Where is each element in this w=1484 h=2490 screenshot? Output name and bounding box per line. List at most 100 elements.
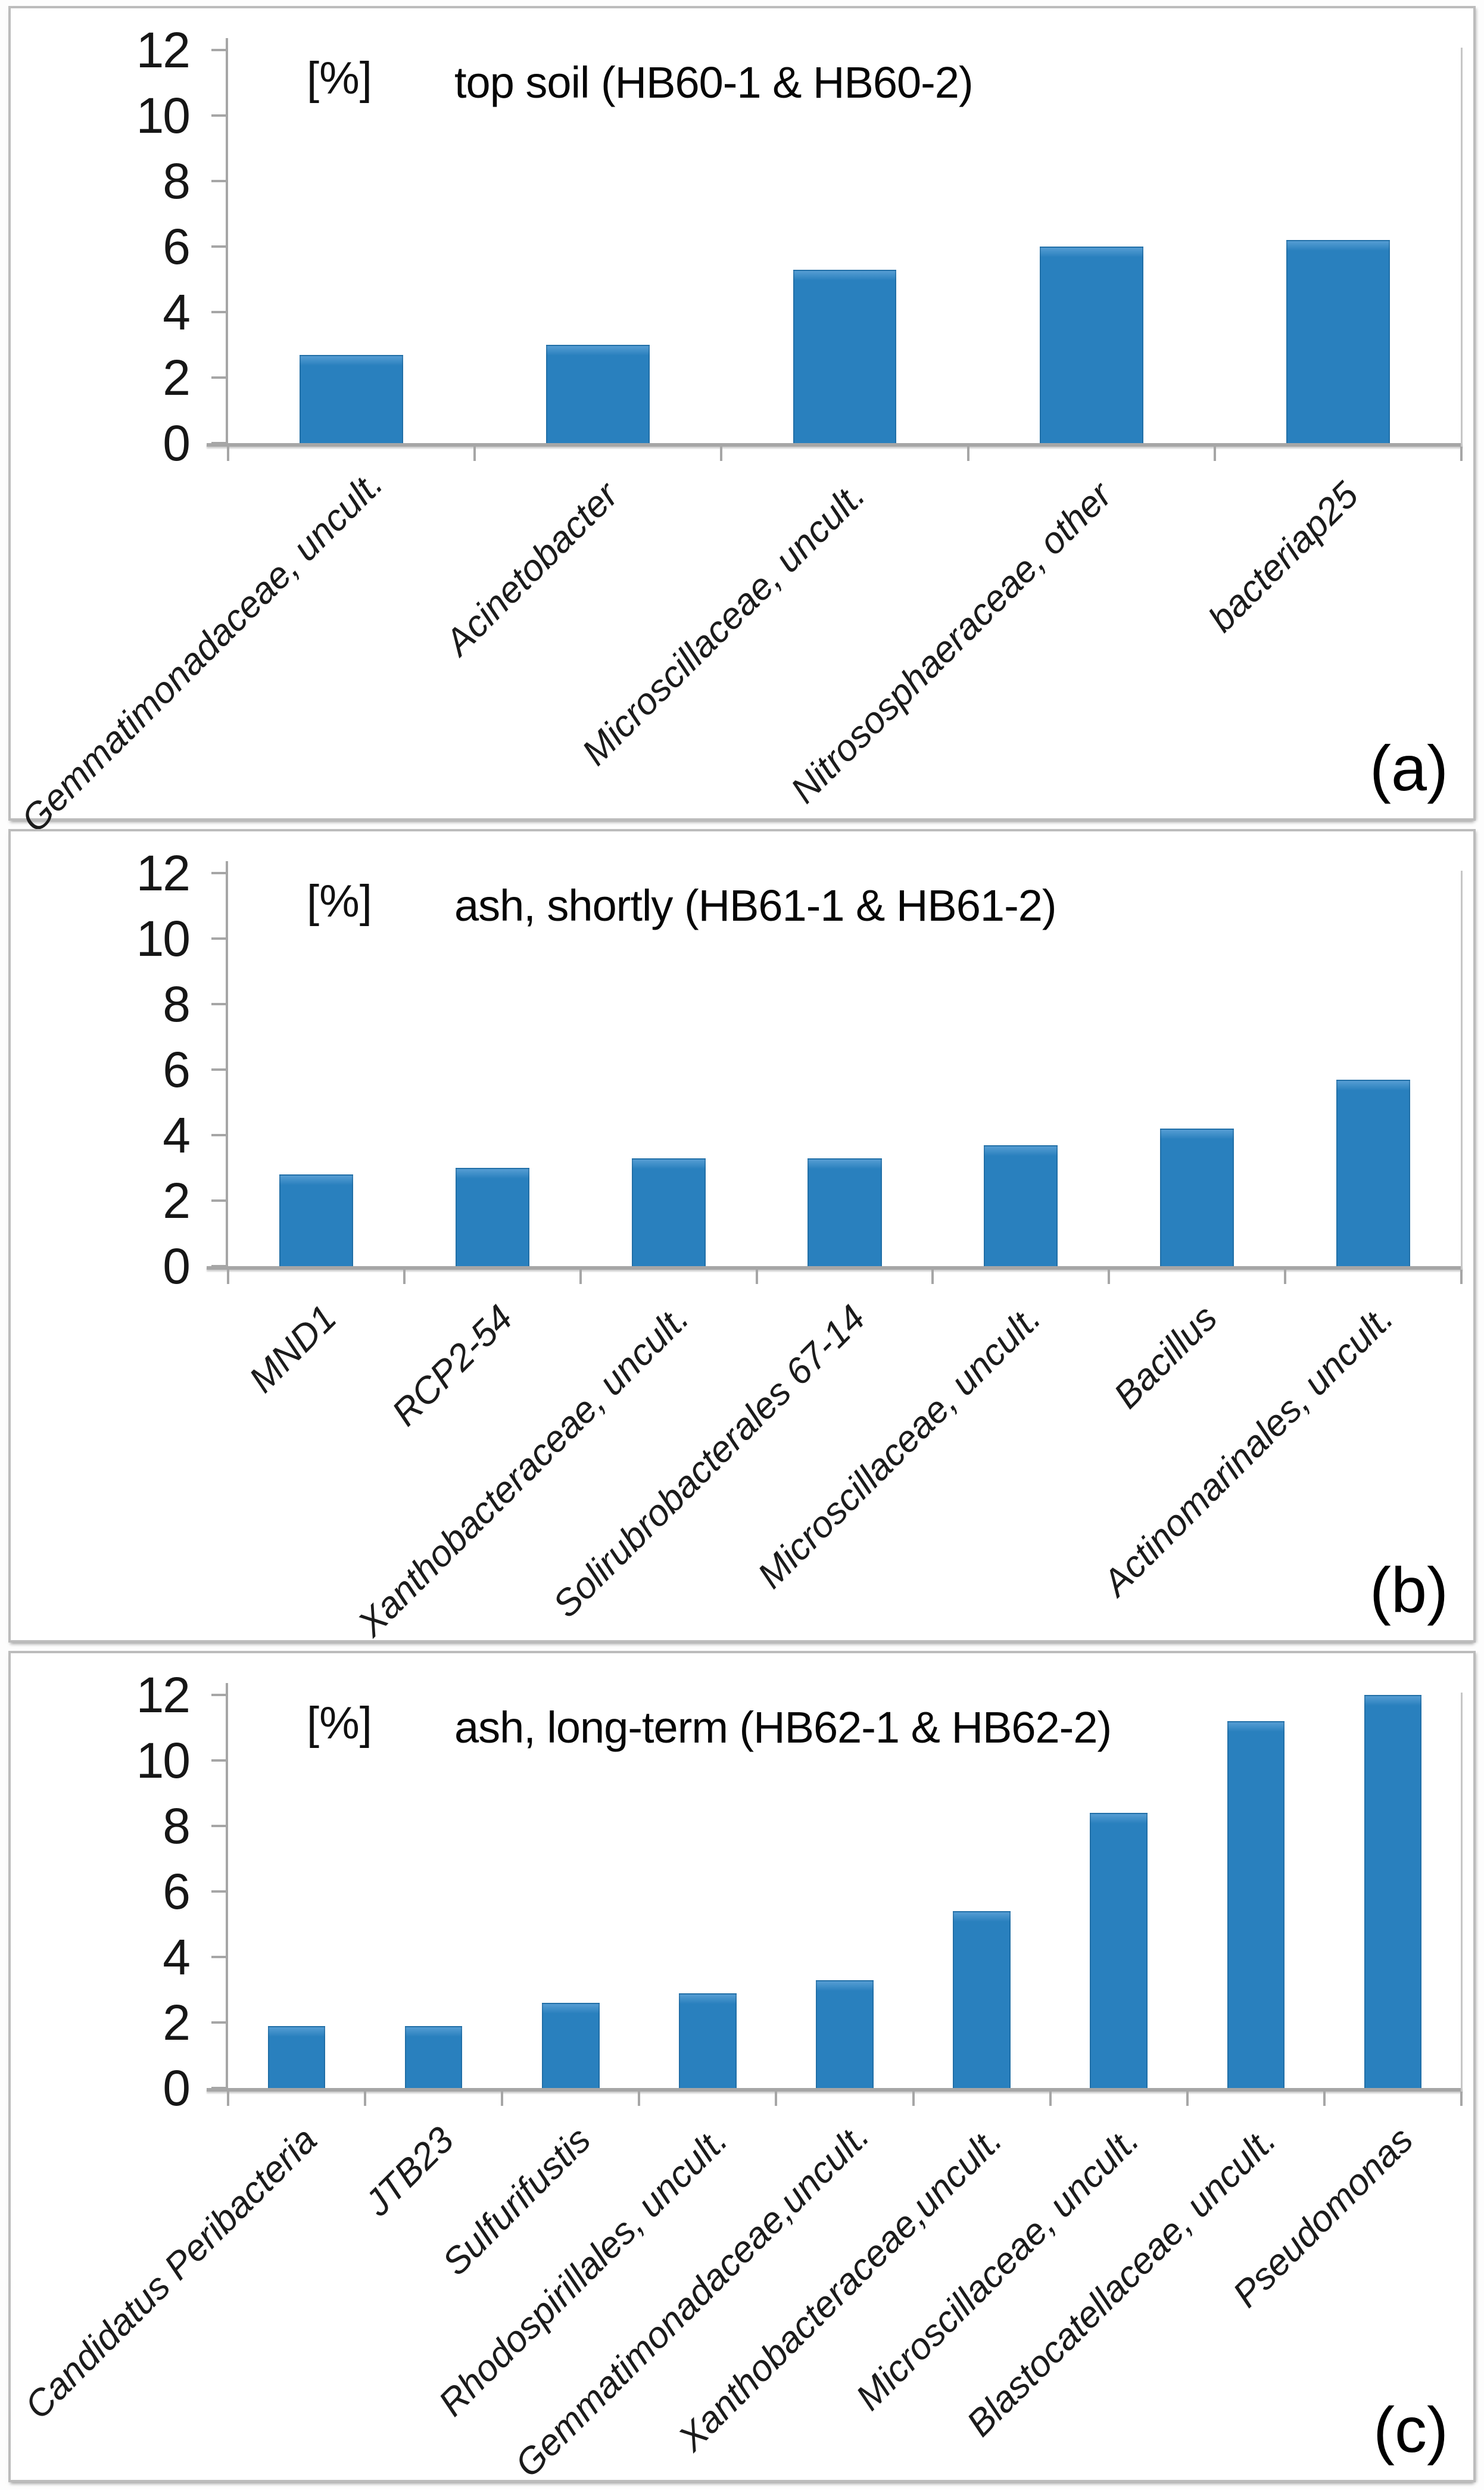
x-category-label: Xanthobacteraceae, uncult. [350,1297,697,1645]
x-tick-mark [638,2092,641,2106]
y-tick-mark [211,311,226,314]
y-tick-mark [211,2087,226,2089]
bar [793,269,897,443]
x-tick-mark [1108,1270,1111,1284]
chart-panel-c: 0 2 4 6 8 10 12 [%] ash, long-term (HB62-1 & H… [8,1651,1476,2485]
x-tick-mark [1460,1270,1463,1284]
y-tick-mark [211,49,226,51]
x-tick-mark [501,2092,504,2106]
y-tick-mark [211,937,226,940]
bar [1160,1129,1234,1266]
y-tick-label: 10 [136,911,191,967]
bar [1336,1079,1411,1266]
y-tick-mark [211,245,226,248]
x-tick-mark [967,447,969,461]
y-tick-mark [211,1956,226,1959]
y-tick-mark [211,1825,226,1828]
x-tick-mark [1213,447,1216,461]
x-axis-line [207,1266,1463,1270]
y-tick-mark [211,2021,226,2024]
y-tick-mark [211,1890,226,1893]
bar [679,1993,737,2088]
y-axis-line [226,861,228,1270]
bar [546,345,650,443]
y-tick-mark [211,442,226,444]
chart-title: ash, shortly (HB61-1 & HB61-2) [454,881,1057,930]
bar [267,2025,326,2088]
x-category-label: Microscillaceae, uncult. [750,1297,1049,1597]
x-tick-mark [1323,2092,1326,2106]
x-tick-mark [775,2092,778,2106]
y-tick-label: 8 [163,153,191,209]
bar [1090,1813,1148,2088]
bar [300,354,404,443]
plot-right-border [1461,48,1463,447]
y-axis-line [226,38,228,447]
y-axis-unit-label: [%] [307,1698,372,1749]
x-tick-mark [227,447,229,461]
chart-panel-b: 0 2 4 6 8 10 12 [%] ash, shortly (HB61-1 & HB6… [8,829,1476,1645]
panel-letter: (b) [1370,1554,1448,1626]
x-category-label: MND1 [241,1297,345,1401]
bar [1364,1695,1422,2088]
bar [816,1980,874,2088]
bar [404,2025,463,2088]
x-axis-line [207,443,1463,447]
x-tick-mark [1460,447,1463,461]
x-tick-mark [755,1270,758,1284]
x-tick-mark [912,2092,915,2106]
y-axis-unit-label: [%] [307,876,372,927]
panel-letter: (a) [1370,732,1448,804]
y-tick-label: 4 [163,1929,191,1985]
x-axis-category-labels: Candidatus Peribacteria JTB23 Sulfurifusti… [17,2107,1461,2485]
y-tick-label: 8 [163,1798,191,1854]
y-tick-label: 12 [136,1667,191,1723]
bar [808,1158,882,1266]
x-axis-category-labels: MND1 RCP2-54 Xanthobacteraceae, uncult. Sol… [228,1285,1461,1645]
y-tick-mark [211,114,226,117]
bar [631,1158,706,1266]
x-tick-mark [403,1270,406,1284]
chart-panel-a: 0 2 4 6 8 10 12 [%] top soil (HB60-1 & HB60-2)… [8,6,1476,840]
x-tick-mark [473,447,476,461]
x-tick-mark [1186,2092,1189,2106]
x-category-label: Solirubrobacterales 67-14 [545,1297,873,1626]
x-tick-mark [227,2092,229,2106]
y-tick-mark [211,1003,226,1006]
x-tick-mark [720,447,723,461]
x-category-label: RCP2-54 [384,1297,521,1434]
plot-right-border [1461,871,1463,1270]
y-tick-label: 6 [163,219,191,275]
y-tick-label: 6 [163,1042,191,1098]
plot-right-border [1461,1693,1463,2092]
y-tick-mark [211,1199,226,1202]
x-tick-mark [931,1270,934,1284]
x-category-label: Actinomarinales, uncult. [1095,1297,1402,1604]
bar [541,2003,600,2088]
x-tick-mark [1049,2092,1052,2106]
y-tick-label: 0 [163,1238,191,1294]
plot-area: [%] ash, long-term (HB62-1 & HB62-2) [207,1683,1463,2106]
y-tick-label: 2 [163,1995,191,2050]
panel-letter: (c) [1373,2394,1448,2466]
y-tick-mark [211,1265,226,1267]
x-tick-mark [227,1270,229,1284]
chart-title: top soil (HB60-1 & HB60-2) [454,58,974,107]
y-tick-mark [211,1759,226,1762]
y-tick-mark [211,1134,226,1137]
bar [1227,1721,1285,2088]
bar [984,1145,1058,1266]
y-tick-label: 12 [136,845,191,901]
y-tick-label: 12 [136,22,191,78]
x-tick-mark [1460,2092,1463,2106]
y-tick-mark [211,872,226,874]
y-tick-label: 4 [163,284,191,340]
y-tick-label: 2 [163,350,191,406]
x-category-label: Bacillus [1106,1297,1226,1417]
x-tick-mark [579,1270,582,1284]
y-tick-label: 10 [136,1732,191,1788]
x-axis-line [207,2088,1463,2092]
plot-area: [%] ash, shortly (HB61-1 & HB61-2) [207,861,1463,1284]
y-tick-mark [211,376,226,379]
